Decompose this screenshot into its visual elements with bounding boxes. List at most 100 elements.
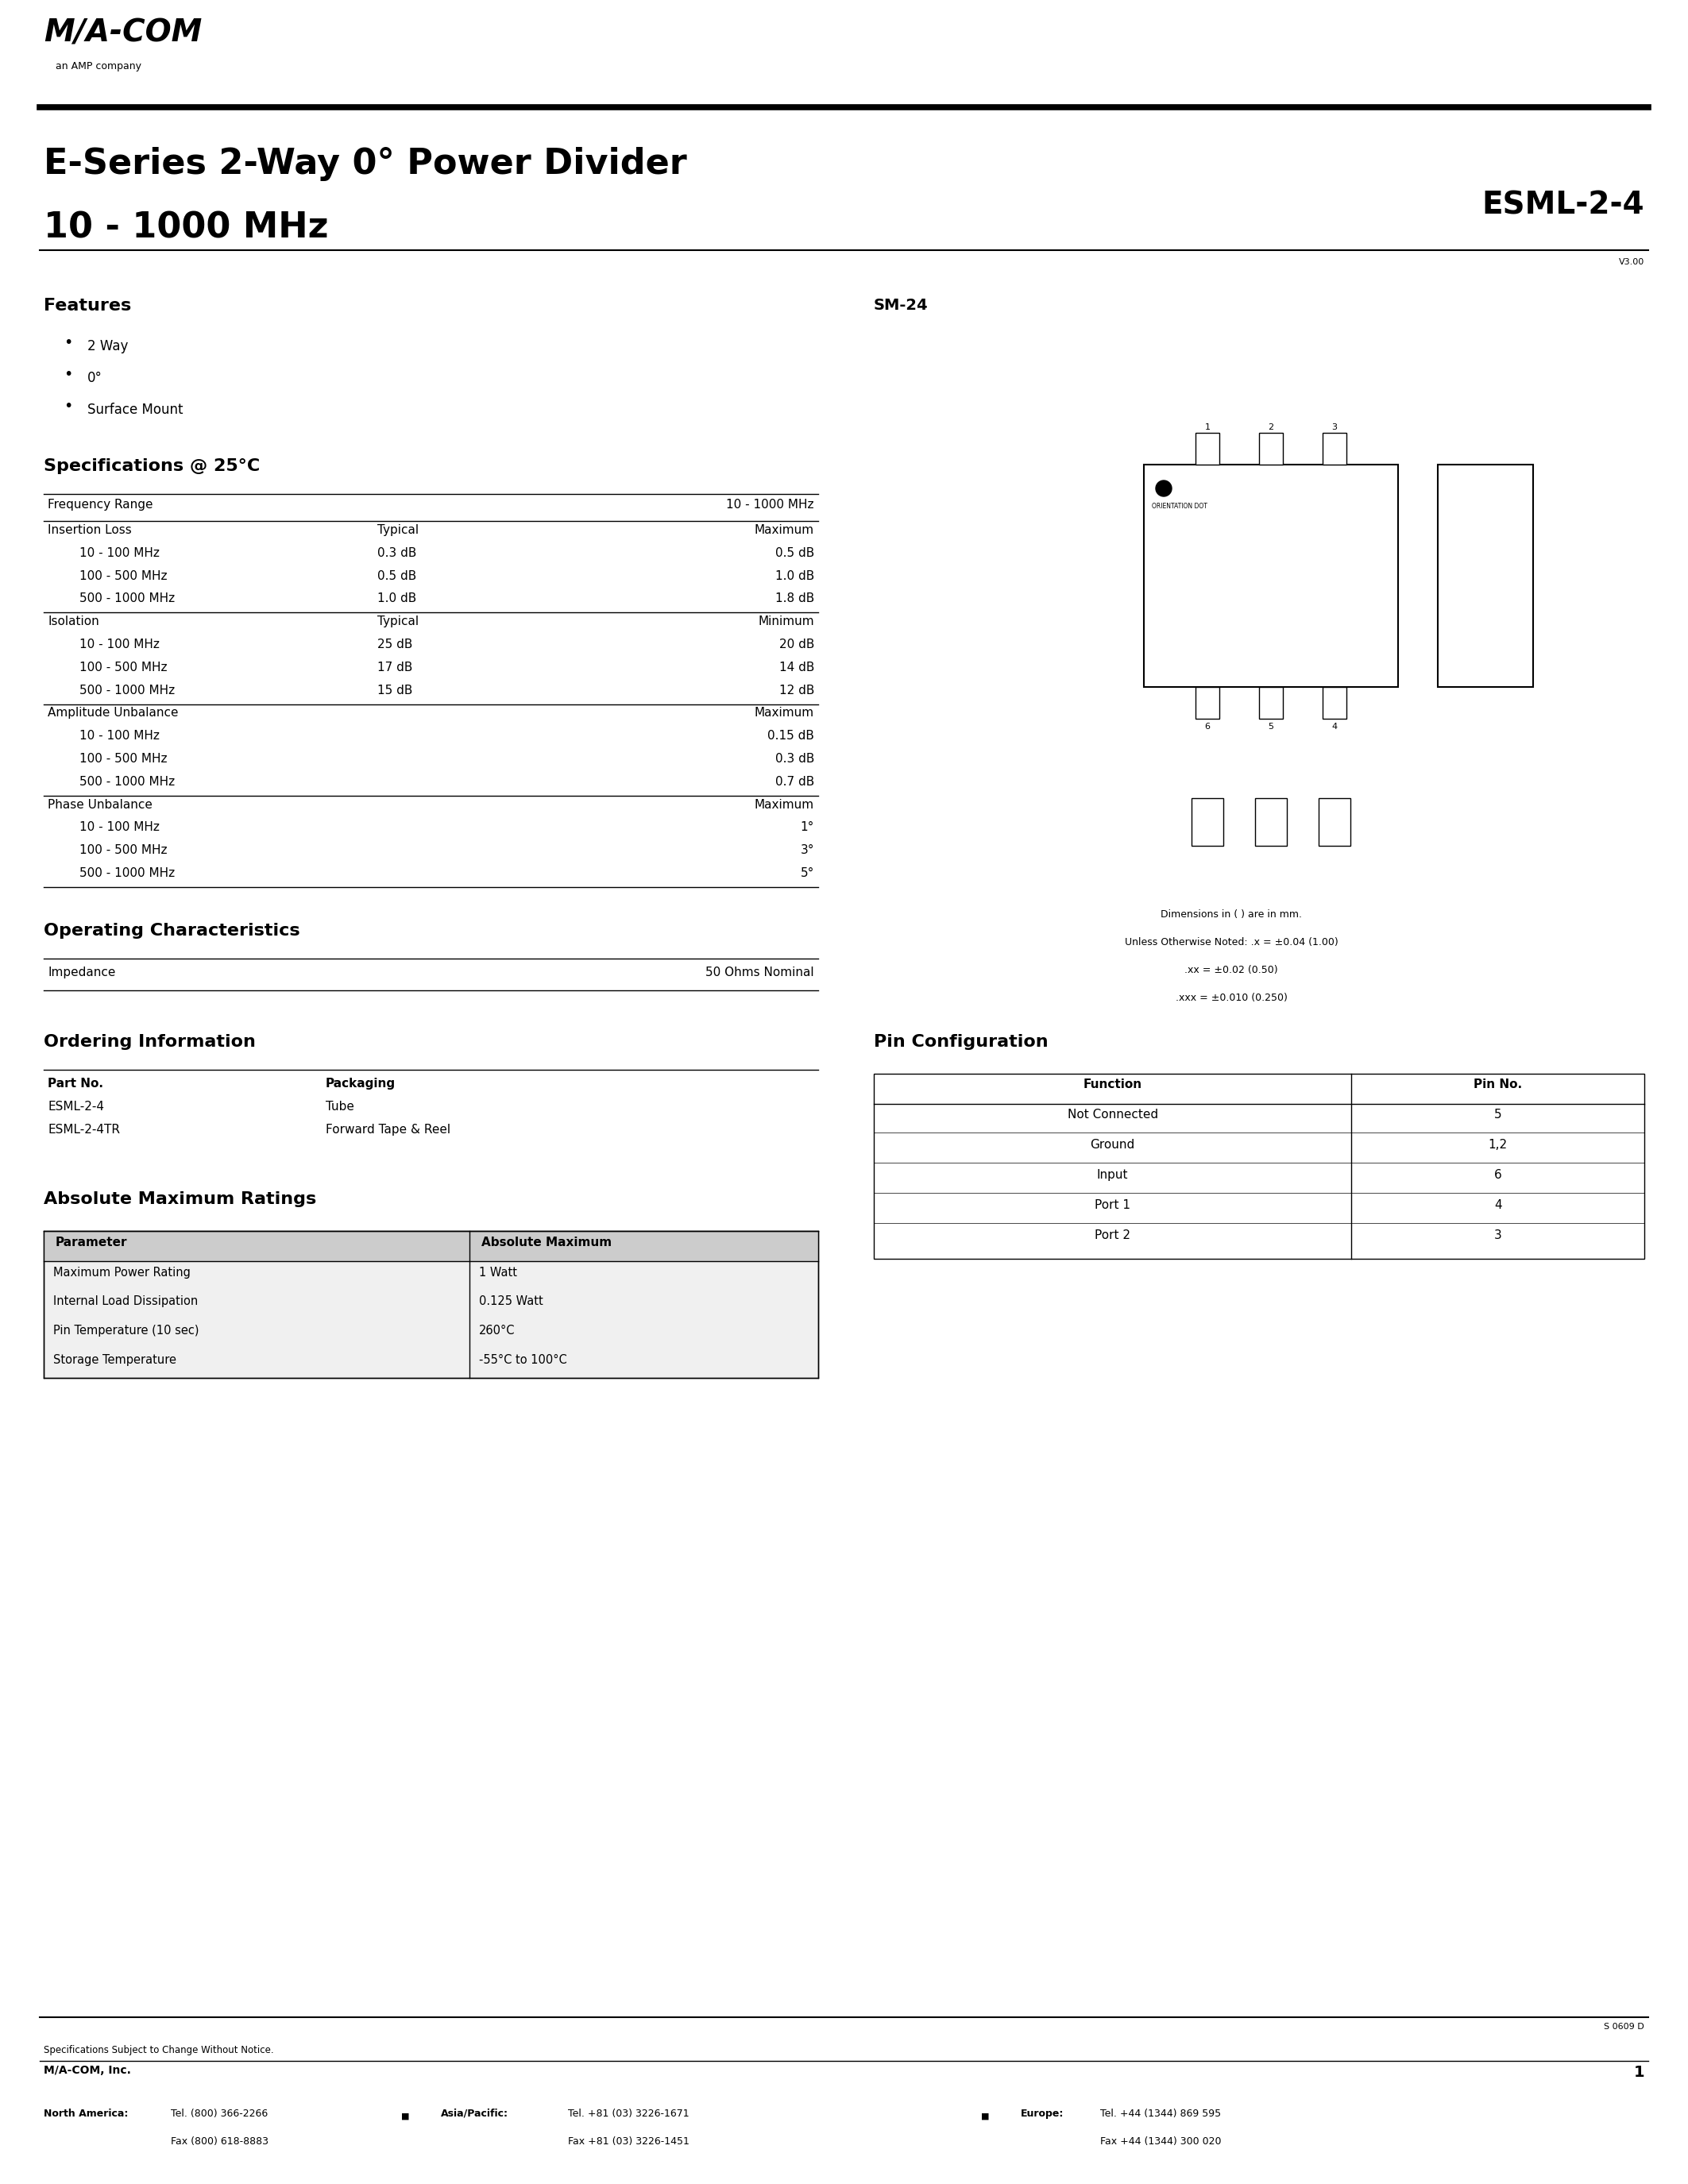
Text: 100 - 500 MHz: 100 - 500 MHz	[79, 570, 167, 581]
Text: 17 dB: 17 dB	[378, 662, 412, 673]
Text: Absolute Maximum Ratings: Absolute Maximum Ratings	[44, 1190, 316, 1208]
Text: Packaging: Packaging	[326, 1077, 395, 1090]
Text: Operating Characteristics: Operating Characteristics	[44, 924, 300, 939]
Text: Impedance: Impedance	[47, 968, 115, 978]
Text: 6: 6	[1494, 1168, 1502, 1182]
Text: Absolute Maximum: Absolute Maximum	[481, 1236, 613, 1247]
Text: Specifications Subject to Change Without Notice.: Specifications Subject to Change Without…	[44, 2044, 273, 2055]
Text: 5°: 5°	[800, 867, 814, 880]
Text: Forward Tape & Reel: Forward Tape & Reel	[326, 1123, 451, 1136]
Circle shape	[1156, 480, 1171, 496]
Text: -55°C to 100°C: -55°C to 100°C	[479, 1354, 567, 1365]
Bar	[1323, 432, 1347, 465]
Text: 0°: 0°	[88, 371, 103, 384]
Text: SM-24: SM-24	[874, 297, 928, 312]
Text: Specifications @ 25°C: Specifications @ 25°C	[44, 459, 260, 474]
Text: Frequency Range: Frequency Range	[47, 498, 154, 511]
Text: Ground: Ground	[1090, 1138, 1134, 1151]
Bar	[1192, 797, 1224, 845]
Text: 10 - 100 MHz: 10 - 100 MHz	[79, 638, 160, 651]
Text: Dimensions in ( ) are in mm.: Dimensions in ( ) are in mm.	[1161, 909, 1301, 919]
Text: 10 - 100 MHz: 10 - 100 MHz	[79, 729, 160, 743]
Text: 50 Ohms Nominal: 50 Ohms Nominal	[706, 968, 814, 978]
Text: 5: 5	[1268, 723, 1274, 732]
Text: Pin No.: Pin No.	[1474, 1079, 1523, 1090]
Text: Maximum: Maximum	[755, 799, 814, 810]
Text: Minimum: Minimum	[758, 616, 814, 627]
Bar	[1195, 688, 1219, 719]
Text: Ordering Information: Ordering Information	[44, 1033, 255, 1051]
Text: 0.3 dB: 0.3 dB	[378, 546, 417, 559]
Text: 1: 1	[1205, 424, 1210, 430]
Text: 0.15 dB: 0.15 dB	[768, 729, 814, 743]
Bar	[1438, 465, 1533, 688]
Text: 5: 5	[1494, 1109, 1502, 1120]
Text: Phase Unbalance: Phase Unbalance	[47, 799, 152, 810]
Text: Fax (800) 618-8883: Fax (800) 618-8883	[170, 2136, 268, 2147]
Text: 260°C: 260°C	[479, 1326, 515, 1337]
Text: 100 - 500 MHz: 100 - 500 MHz	[79, 845, 167, 856]
Text: Maximum: Maximum	[755, 708, 814, 719]
Bar	[1144, 465, 1398, 688]
Text: Not Connected: Not Connected	[1067, 1109, 1158, 1120]
Text: Storage Temperature: Storage Temperature	[54, 1354, 176, 1365]
Text: 500 - 1000 MHz: 500 - 1000 MHz	[79, 592, 176, 605]
Bar	[1256, 797, 1286, 845]
Text: Function: Function	[1084, 1079, 1143, 1090]
Text: Fax +44 (1344) 300 020: Fax +44 (1344) 300 020	[1101, 2136, 1222, 2147]
Text: 12 dB: 12 dB	[778, 684, 814, 697]
Text: 0.7 dB: 0.7 dB	[775, 775, 814, 788]
Text: Input: Input	[1097, 1168, 1128, 1182]
Text: Internal Load Dissipation: Internal Load Dissipation	[54, 1295, 197, 1308]
Text: 1.0 dB: 1.0 dB	[378, 592, 417, 605]
Bar	[1318, 797, 1350, 845]
Text: 500 - 1000 MHz: 500 - 1000 MHz	[79, 684, 176, 697]
Text: 3: 3	[1332, 424, 1337, 430]
Text: •: •	[64, 367, 73, 382]
Text: 500 - 1000 MHz: 500 - 1000 MHz	[79, 775, 176, 788]
Text: ORIENTATION DOT: ORIENTATION DOT	[1151, 502, 1207, 509]
Text: E-Series 2-Way 0° Power Divider: E-Series 2-Way 0° Power Divider	[44, 146, 687, 181]
Text: 0.3 dB: 0.3 dB	[775, 753, 814, 764]
Text: 1,2: 1,2	[1489, 1138, 1507, 1151]
Text: ESML-2-4TR: ESML-2-4TR	[47, 1123, 120, 1136]
Text: Pin Configuration: Pin Configuration	[874, 1033, 1048, 1051]
Text: Port 1: Port 1	[1096, 1199, 1131, 1212]
Text: North America:: North America:	[44, 2108, 128, 2118]
Text: 1.0 dB: 1.0 dB	[775, 570, 814, 581]
Text: M/A-COM, Inc.: M/A-COM, Inc.	[44, 2064, 132, 2077]
Text: 500 - 1000 MHz: 500 - 1000 MHz	[79, 867, 176, 880]
Text: 3°: 3°	[800, 845, 814, 856]
Text: ■: ■	[402, 2112, 410, 2121]
Text: 0.125 Watt: 0.125 Watt	[479, 1295, 544, 1308]
Bar	[1323, 688, 1347, 719]
Text: 10 - 100 MHz: 10 - 100 MHz	[79, 546, 160, 559]
Text: Maximum Power Rating: Maximum Power Rating	[54, 1267, 191, 1278]
Text: 2 Way: 2 Way	[88, 339, 128, 354]
Text: 2: 2	[1268, 424, 1274, 430]
Bar	[44, 1230, 819, 1378]
Text: 100 - 500 MHz: 100 - 500 MHz	[79, 753, 167, 764]
Text: Maximum: Maximum	[755, 524, 814, 535]
Text: an AMP company: an AMP company	[56, 61, 142, 72]
Text: Isolation: Isolation	[47, 616, 100, 627]
Text: 0.5 dB: 0.5 dB	[378, 570, 417, 581]
Text: 3: 3	[1494, 1230, 1502, 1241]
Text: 0.5 dB: 0.5 dB	[775, 546, 814, 559]
Text: 10 - 1000 MHz: 10 - 1000 MHz	[44, 210, 329, 245]
Text: Features: Features	[44, 297, 132, 314]
Bar	[1259, 688, 1283, 719]
Bar	[874, 1075, 1644, 1258]
Text: •: •	[64, 400, 73, 413]
Bar	[1259, 432, 1283, 465]
Text: 10 - 1000 MHz: 10 - 1000 MHz	[726, 498, 814, 511]
Text: Pin Temperature (10 sec): Pin Temperature (10 sec)	[54, 1326, 199, 1337]
Bar	[1195, 432, 1219, 465]
Text: Typical: Typical	[378, 616, 419, 627]
Text: Typical: Typical	[378, 524, 419, 535]
Text: Amplitude Unbalance: Amplitude Unbalance	[47, 708, 179, 719]
Text: 25 dB: 25 dB	[378, 638, 412, 651]
Text: Fax +81 (03) 3226-1451: Fax +81 (03) 3226-1451	[567, 2136, 689, 2147]
Text: Tel. (800) 366-2266: Tel. (800) 366-2266	[170, 2108, 268, 2118]
Text: Tel. +44 (1344) 869 595: Tel. +44 (1344) 869 595	[1101, 2108, 1220, 2118]
